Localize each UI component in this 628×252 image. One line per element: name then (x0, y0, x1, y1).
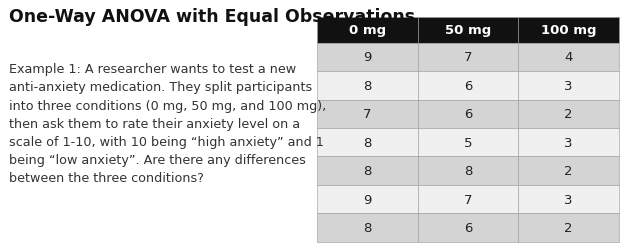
FancyBboxPatch shape (317, 213, 418, 242)
Text: 6: 6 (463, 108, 472, 121)
Text: 6: 6 (463, 221, 472, 234)
Text: 6: 6 (463, 79, 472, 92)
FancyBboxPatch shape (418, 157, 518, 185)
FancyBboxPatch shape (317, 18, 418, 43)
FancyBboxPatch shape (317, 100, 418, 129)
FancyBboxPatch shape (317, 43, 418, 72)
Text: 9: 9 (363, 193, 372, 206)
Text: 8: 8 (363, 79, 372, 92)
Text: 3: 3 (564, 79, 573, 92)
Text: 7: 7 (463, 51, 472, 64)
Text: 9: 9 (363, 51, 372, 64)
Text: 8: 8 (363, 165, 372, 177)
FancyBboxPatch shape (518, 185, 619, 213)
FancyBboxPatch shape (518, 72, 619, 100)
Text: 8: 8 (363, 136, 372, 149)
Text: 3: 3 (564, 193, 573, 206)
FancyBboxPatch shape (317, 72, 418, 100)
FancyBboxPatch shape (317, 185, 418, 213)
FancyBboxPatch shape (418, 100, 518, 129)
FancyBboxPatch shape (418, 213, 518, 242)
FancyBboxPatch shape (518, 213, 619, 242)
Text: 3: 3 (564, 136, 573, 149)
Text: 100 mg: 100 mg (541, 24, 596, 37)
FancyBboxPatch shape (418, 18, 518, 43)
Text: 7: 7 (363, 108, 372, 121)
Text: Example 1: A researcher wants to test a new
anti-anxiety medication. They split : Example 1: A researcher wants to test a … (9, 63, 327, 185)
FancyBboxPatch shape (518, 43, 619, 72)
FancyBboxPatch shape (418, 43, 518, 72)
Text: 7: 7 (463, 193, 472, 206)
Text: 8: 8 (363, 221, 372, 234)
Text: 4: 4 (564, 51, 573, 64)
FancyBboxPatch shape (317, 129, 418, 157)
Text: 8: 8 (463, 165, 472, 177)
Text: 2: 2 (564, 221, 573, 234)
FancyBboxPatch shape (418, 129, 518, 157)
Text: 50 mg: 50 mg (445, 24, 491, 37)
FancyBboxPatch shape (418, 72, 518, 100)
FancyBboxPatch shape (518, 157, 619, 185)
Text: 5: 5 (463, 136, 472, 149)
FancyBboxPatch shape (518, 100, 619, 129)
Text: 2: 2 (564, 165, 573, 177)
Text: 2: 2 (564, 108, 573, 121)
FancyBboxPatch shape (418, 185, 518, 213)
Text: One-Way ANOVA with Equal Observations: One-Way ANOVA with Equal Observations (9, 8, 416, 25)
FancyBboxPatch shape (317, 157, 418, 185)
Text: 0 mg: 0 mg (349, 24, 386, 37)
FancyBboxPatch shape (518, 129, 619, 157)
FancyBboxPatch shape (518, 18, 619, 43)
